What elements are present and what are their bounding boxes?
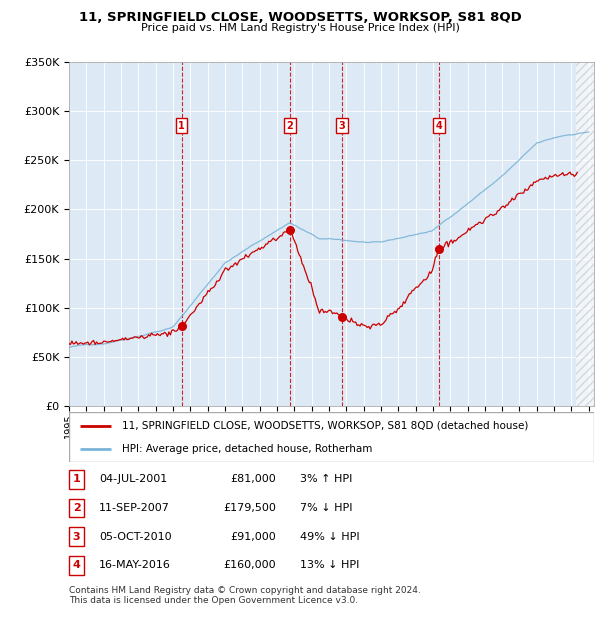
Text: £179,500: £179,500 — [223, 503, 276, 513]
Text: Contains HM Land Registry data © Crown copyright and database right 2024.
This d: Contains HM Land Registry data © Crown c… — [69, 586, 421, 605]
Text: 49% ↓ HPI: 49% ↓ HPI — [300, 532, 359, 542]
Text: 4: 4 — [436, 121, 443, 131]
Text: 11, SPRINGFIELD CLOSE, WOODSETTS, WORKSOP, S81 8QD (detached house): 11, SPRINGFIELD CLOSE, WOODSETTS, WORKSO… — [121, 421, 528, 431]
Text: £81,000: £81,000 — [230, 474, 276, 484]
Text: 11, SPRINGFIELD CLOSE, WOODSETTS, WORKSOP, S81 8QD: 11, SPRINGFIELD CLOSE, WOODSETTS, WORKSO… — [79, 11, 521, 24]
Text: 3: 3 — [73, 532, 80, 542]
Text: £160,000: £160,000 — [223, 560, 276, 570]
Text: 04-JUL-2001: 04-JUL-2001 — [99, 474, 167, 484]
Text: HPI: Average price, detached house, Rotherham: HPI: Average price, detached house, Roth… — [121, 443, 372, 453]
Text: 4: 4 — [73, 560, 80, 570]
Text: Price paid vs. HM Land Registry's House Price Index (HPI): Price paid vs. HM Land Registry's House … — [140, 23, 460, 33]
Text: £91,000: £91,000 — [230, 532, 276, 542]
Text: 2: 2 — [287, 121, 293, 131]
Text: 1: 1 — [73, 474, 80, 484]
Text: 3% ↑ HPI: 3% ↑ HPI — [300, 474, 352, 484]
Text: 16-MAY-2016: 16-MAY-2016 — [99, 560, 171, 570]
Text: 2: 2 — [73, 503, 80, 513]
Text: 05-OCT-2010: 05-OCT-2010 — [99, 532, 172, 542]
Text: 3: 3 — [338, 121, 345, 131]
Text: 7% ↓ HPI: 7% ↓ HPI — [300, 503, 353, 513]
Text: 11-SEP-2007: 11-SEP-2007 — [99, 503, 170, 513]
Text: 1: 1 — [178, 121, 185, 131]
Bar — [576, 62, 594, 406]
Text: 13% ↓ HPI: 13% ↓ HPI — [300, 560, 359, 570]
